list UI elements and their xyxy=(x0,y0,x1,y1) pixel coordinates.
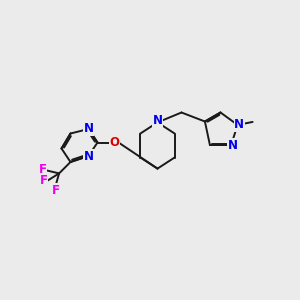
Text: N: N xyxy=(228,139,238,152)
Text: F: F xyxy=(52,184,59,197)
Text: O: O xyxy=(110,136,120,149)
Text: F: F xyxy=(39,163,47,176)
Text: N: N xyxy=(83,122,94,136)
Text: F: F xyxy=(40,174,47,188)
Text: N: N xyxy=(152,114,163,128)
Text: N: N xyxy=(83,149,94,163)
Text: N: N xyxy=(234,118,244,131)
